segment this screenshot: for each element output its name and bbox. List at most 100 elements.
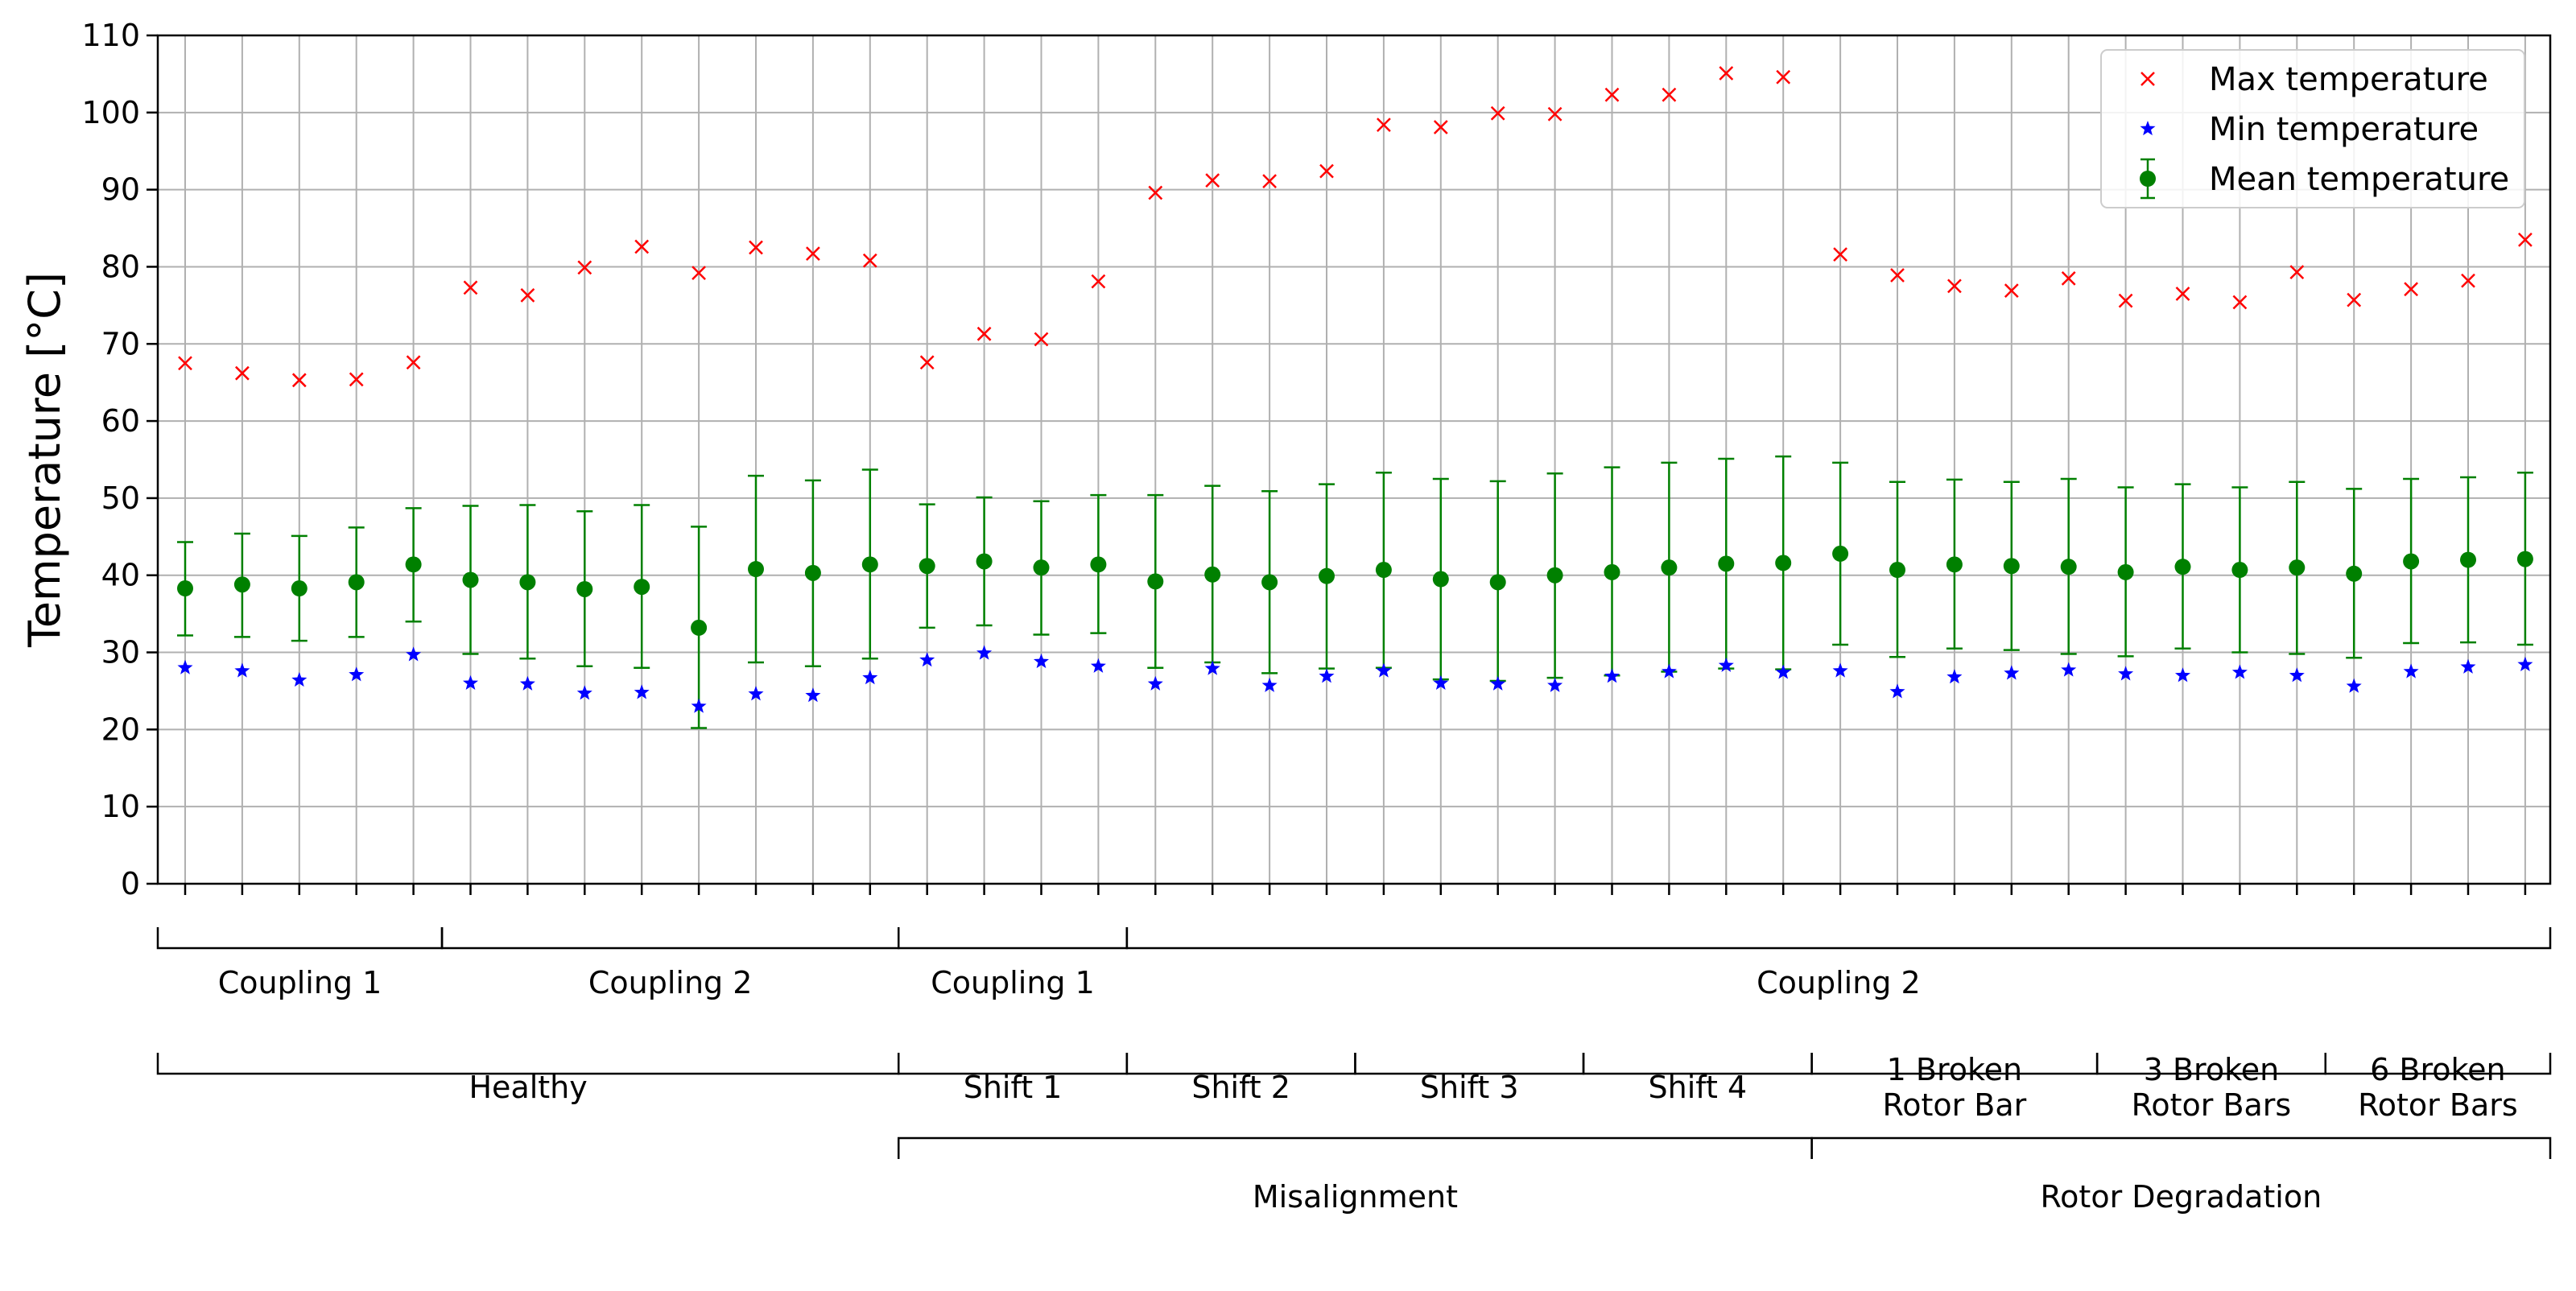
- max-point: [349, 372, 364, 387]
- group-label: Shift 3: [1420, 1070, 1519, 1105]
- min-point: [234, 662, 250, 678]
- mean-point: [2516, 551, 2533, 567]
- min-point: [291, 672, 308, 687]
- max-point-stroke: [520, 288, 535, 303]
- y-tick-label: 0: [121, 866, 140, 901]
- y-tick-label: 20: [101, 711, 140, 747]
- mean-point: [576, 580, 593, 597]
- min-point: [1547, 677, 1563, 692]
- max-point-stroke: [349, 372, 364, 387]
- mean-point: [861, 556, 878, 573]
- y-tick-label: 10: [101, 789, 140, 824]
- max-point: [919, 355, 935, 370]
- mean-point: [1546, 567, 1563, 584]
- group-bracket: [2324, 1053, 2552, 1075]
- mean-point: [1775, 555, 1792, 571]
- max-point-stroke: [749, 240, 763, 255]
- max-point-stroke: [406, 355, 421, 370]
- mean-point: [291, 580, 308, 597]
- max-point-stroke: [178, 356, 192, 371]
- max-point: [463, 280, 478, 295]
- max-point: [806, 246, 820, 262]
- max-point: [1547, 106, 1563, 122]
- y-tick-label: 30: [101, 635, 140, 670]
- mean-point: [2403, 553, 2420, 570]
- group-label: Rotor Bar: [1883, 1087, 2027, 1123]
- max-point: [1890, 268, 1905, 283]
- mean-point: [1147, 573, 1164, 590]
- min-point: [406, 646, 422, 662]
- mean-point: [634, 579, 650, 596]
- min-point: [2061, 662, 2077, 677]
- max-point: [1319, 163, 1334, 179]
- mean-point: [804, 564, 821, 581]
- legend: Max temperature Min temperature Mean tempe…: [2100, 49, 2525, 208]
- max-point: [1947, 278, 1962, 294]
- min-point: [1661, 663, 1677, 678]
- group-label: Coupling 2: [1757, 965, 1921, 1000]
- min-point: [1376, 662, 1392, 678]
- max-point-stroke: [1034, 332, 1049, 347]
- max-point: [235, 365, 250, 381]
- max-point-stroke: [1091, 274, 1106, 289]
- min-point: [2289, 667, 2305, 683]
- max-point-stroke: [691, 266, 706, 281]
- group-label: Coupling 1: [931, 965, 1095, 1000]
- max-point: [1377, 118, 1391, 133]
- series-min: [177, 645, 2533, 713]
- mean-point: [177, 580, 193, 597]
- mean-point: [1946, 556, 1963, 573]
- mean-point: [1204, 566, 1221, 583]
- max-point-stroke: [2518, 233, 2533, 247]
- mean-point: [748, 561, 764, 578]
- max-point-stroke: [2175, 287, 2190, 301]
- mean-point: [2060, 559, 2077, 575]
- mean-point: [2117, 563, 2134, 580]
- min-point: [1604, 668, 1620, 683]
- max-point-stroke: [1719, 66, 1734, 80]
- max-point: [1490, 105, 1505, 121]
- mean-point: [1889, 562, 1905, 579]
- max-point-stroke: [634, 239, 650, 254]
- mean-point: [2460, 551, 2476, 568]
- max-point: [2404, 282, 2418, 297]
- max-point: [406, 355, 421, 370]
- mean-point: [1718, 555, 1735, 572]
- min-point: [1775, 664, 1791, 679]
- legend-item: Max temperature: [2140, 61, 2488, 98]
- max-point: [2175, 287, 2190, 301]
- min-point: [634, 684, 650, 699]
- group-label: Shift 2: [1191, 1070, 1290, 1105]
- group-row-3: Misalignment Rotor Degradation: [898, 1136, 2552, 1215]
- mean-point: [1832, 545, 1849, 562]
- max-point: [1262, 174, 1277, 188]
- max-point-stroke: [1833, 247, 1847, 262]
- min-point: [1319, 668, 1335, 683]
- group-label: Rotor Degradation: [2040, 1179, 2322, 1215]
- series-mean: [177, 455, 2533, 729]
- min-point: [1490, 675, 1506, 691]
- mean-point: [405, 556, 422, 573]
- mean-point: [519, 574, 536, 591]
- mean-point: [1090, 556, 1107, 573]
- max-point-stroke: [2461, 273, 2475, 288]
- y-tick-label: 90: [101, 172, 140, 208]
- max-point-stroke: [1547, 106, 1563, 122]
- max-point: [2289, 265, 2305, 280]
- min-point: [2174, 667, 2191, 683]
- group-bracket: [898, 927, 1129, 950]
- group-bracket: [1125, 927, 2552, 950]
- mean-point: [691, 619, 708, 636]
- group-label: Coupling 2: [588, 965, 753, 1000]
- min-point: [2004, 665, 2020, 680]
- min-point: [748, 686, 764, 701]
- min-point: [1433, 674, 1449, 690]
- min-point: [862, 670, 878, 685]
- min-point: [2403, 663, 2419, 678]
- group-bracket: [898, 1136, 1813, 1159]
- mean-point: [1033, 559, 1050, 576]
- max-point-stroke: [463, 280, 478, 295]
- max-point-stroke: [806, 246, 820, 262]
- group-row-1: Coupling 1 Coupling 2 Coupling 1 Coupling 2: [156, 927, 2552, 1000]
